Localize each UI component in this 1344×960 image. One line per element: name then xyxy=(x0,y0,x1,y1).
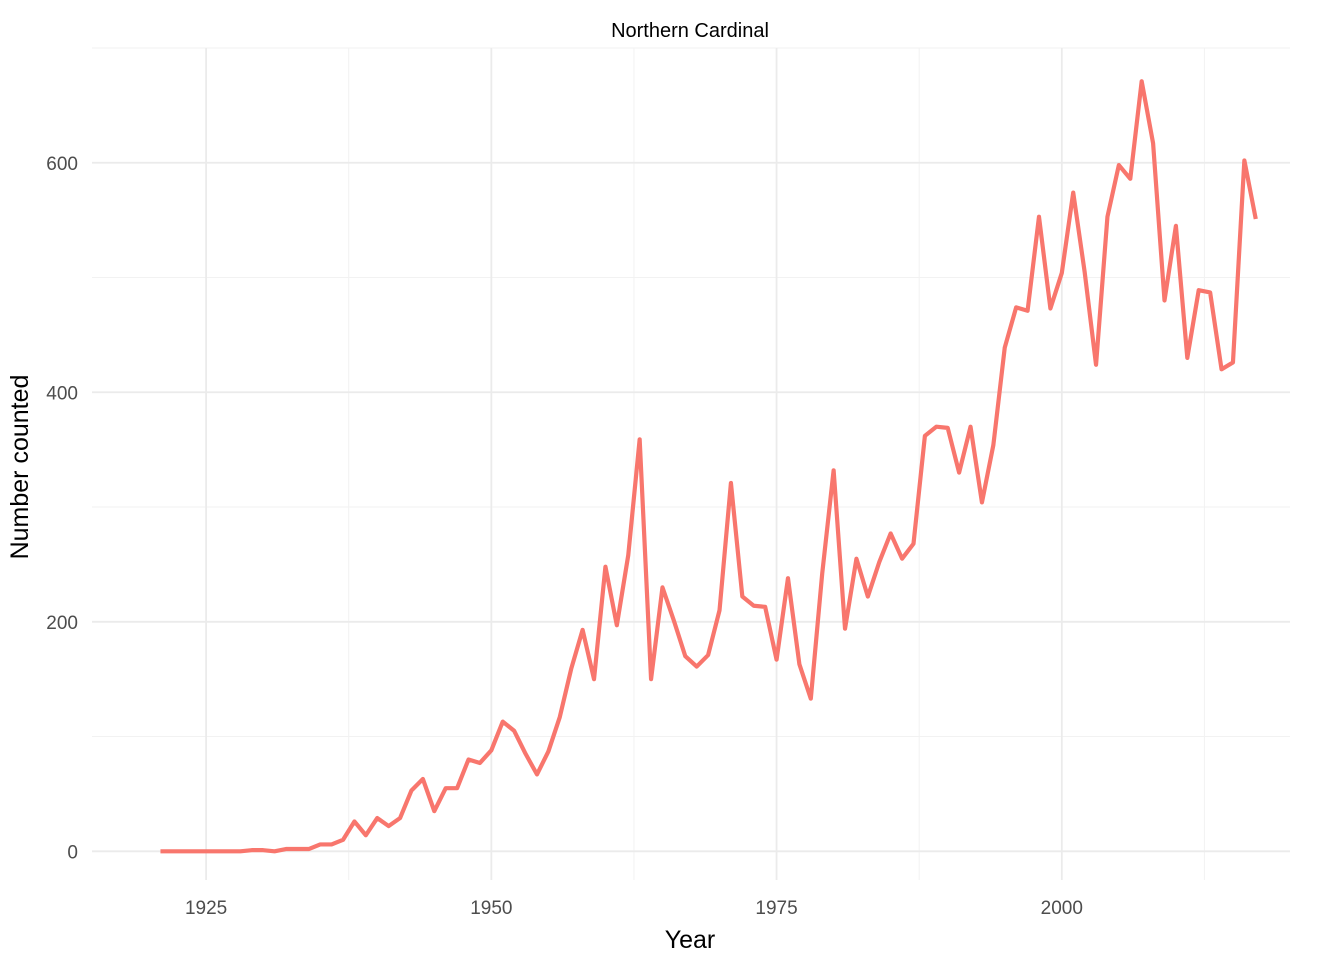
y-axis-label: Number counted xyxy=(6,375,34,560)
x-tick-label: 1925 xyxy=(185,898,227,919)
grid xyxy=(92,47,1290,880)
tick-labels: 1925 1950 1975 2000 0 200 400 600 xyxy=(46,154,1083,919)
series-line xyxy=(160,79,1258,854)
x-tick-label: 1950 xyxy=(470,898,512,919)
x-tick-label: 2000 xyxy=(1041,898,1083,919)
series-line-group xyxy=(160,79,1258,854)
chart-title: Northern Cardinal xyxy=(611,20,769,42)
y-tick-label: 200 xyxy=(46,613,78,634)
x-tick-label: 1975 xyxy=(755,898,797,919)
y-tick-label: 400 xyxy=(46,383,78,404)
y-tick-label: 600 xyxy=(46,154,78,175)
y-tick-label: 0 xyxy=(67,842,78,863)
x-axis-label: Year xyxy=(665,926,716,954)
